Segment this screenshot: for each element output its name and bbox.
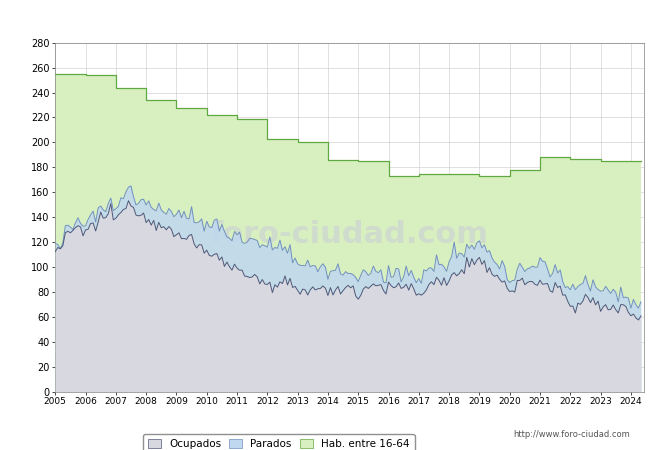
Text: foro-ciudad.com: foro-ciudad.com [210, 220, 489, 249]
Legend: Ocupados, Parados, Hab. entre 16-64: Ocupados, Parados, Hab. entre 16-64 [143, 434, 415, 450]
Text: http://www.foro-ciudad.com: http://www.foro-ciudad.com [514, 430, 630, 439]
Text: La Pobla de Massaluca - Evolucion de la poblacion en edad de Trabajar Mayo de 20: La Pobla de Massaluca - Evolucion de la … [86, 14, 564, 24]
